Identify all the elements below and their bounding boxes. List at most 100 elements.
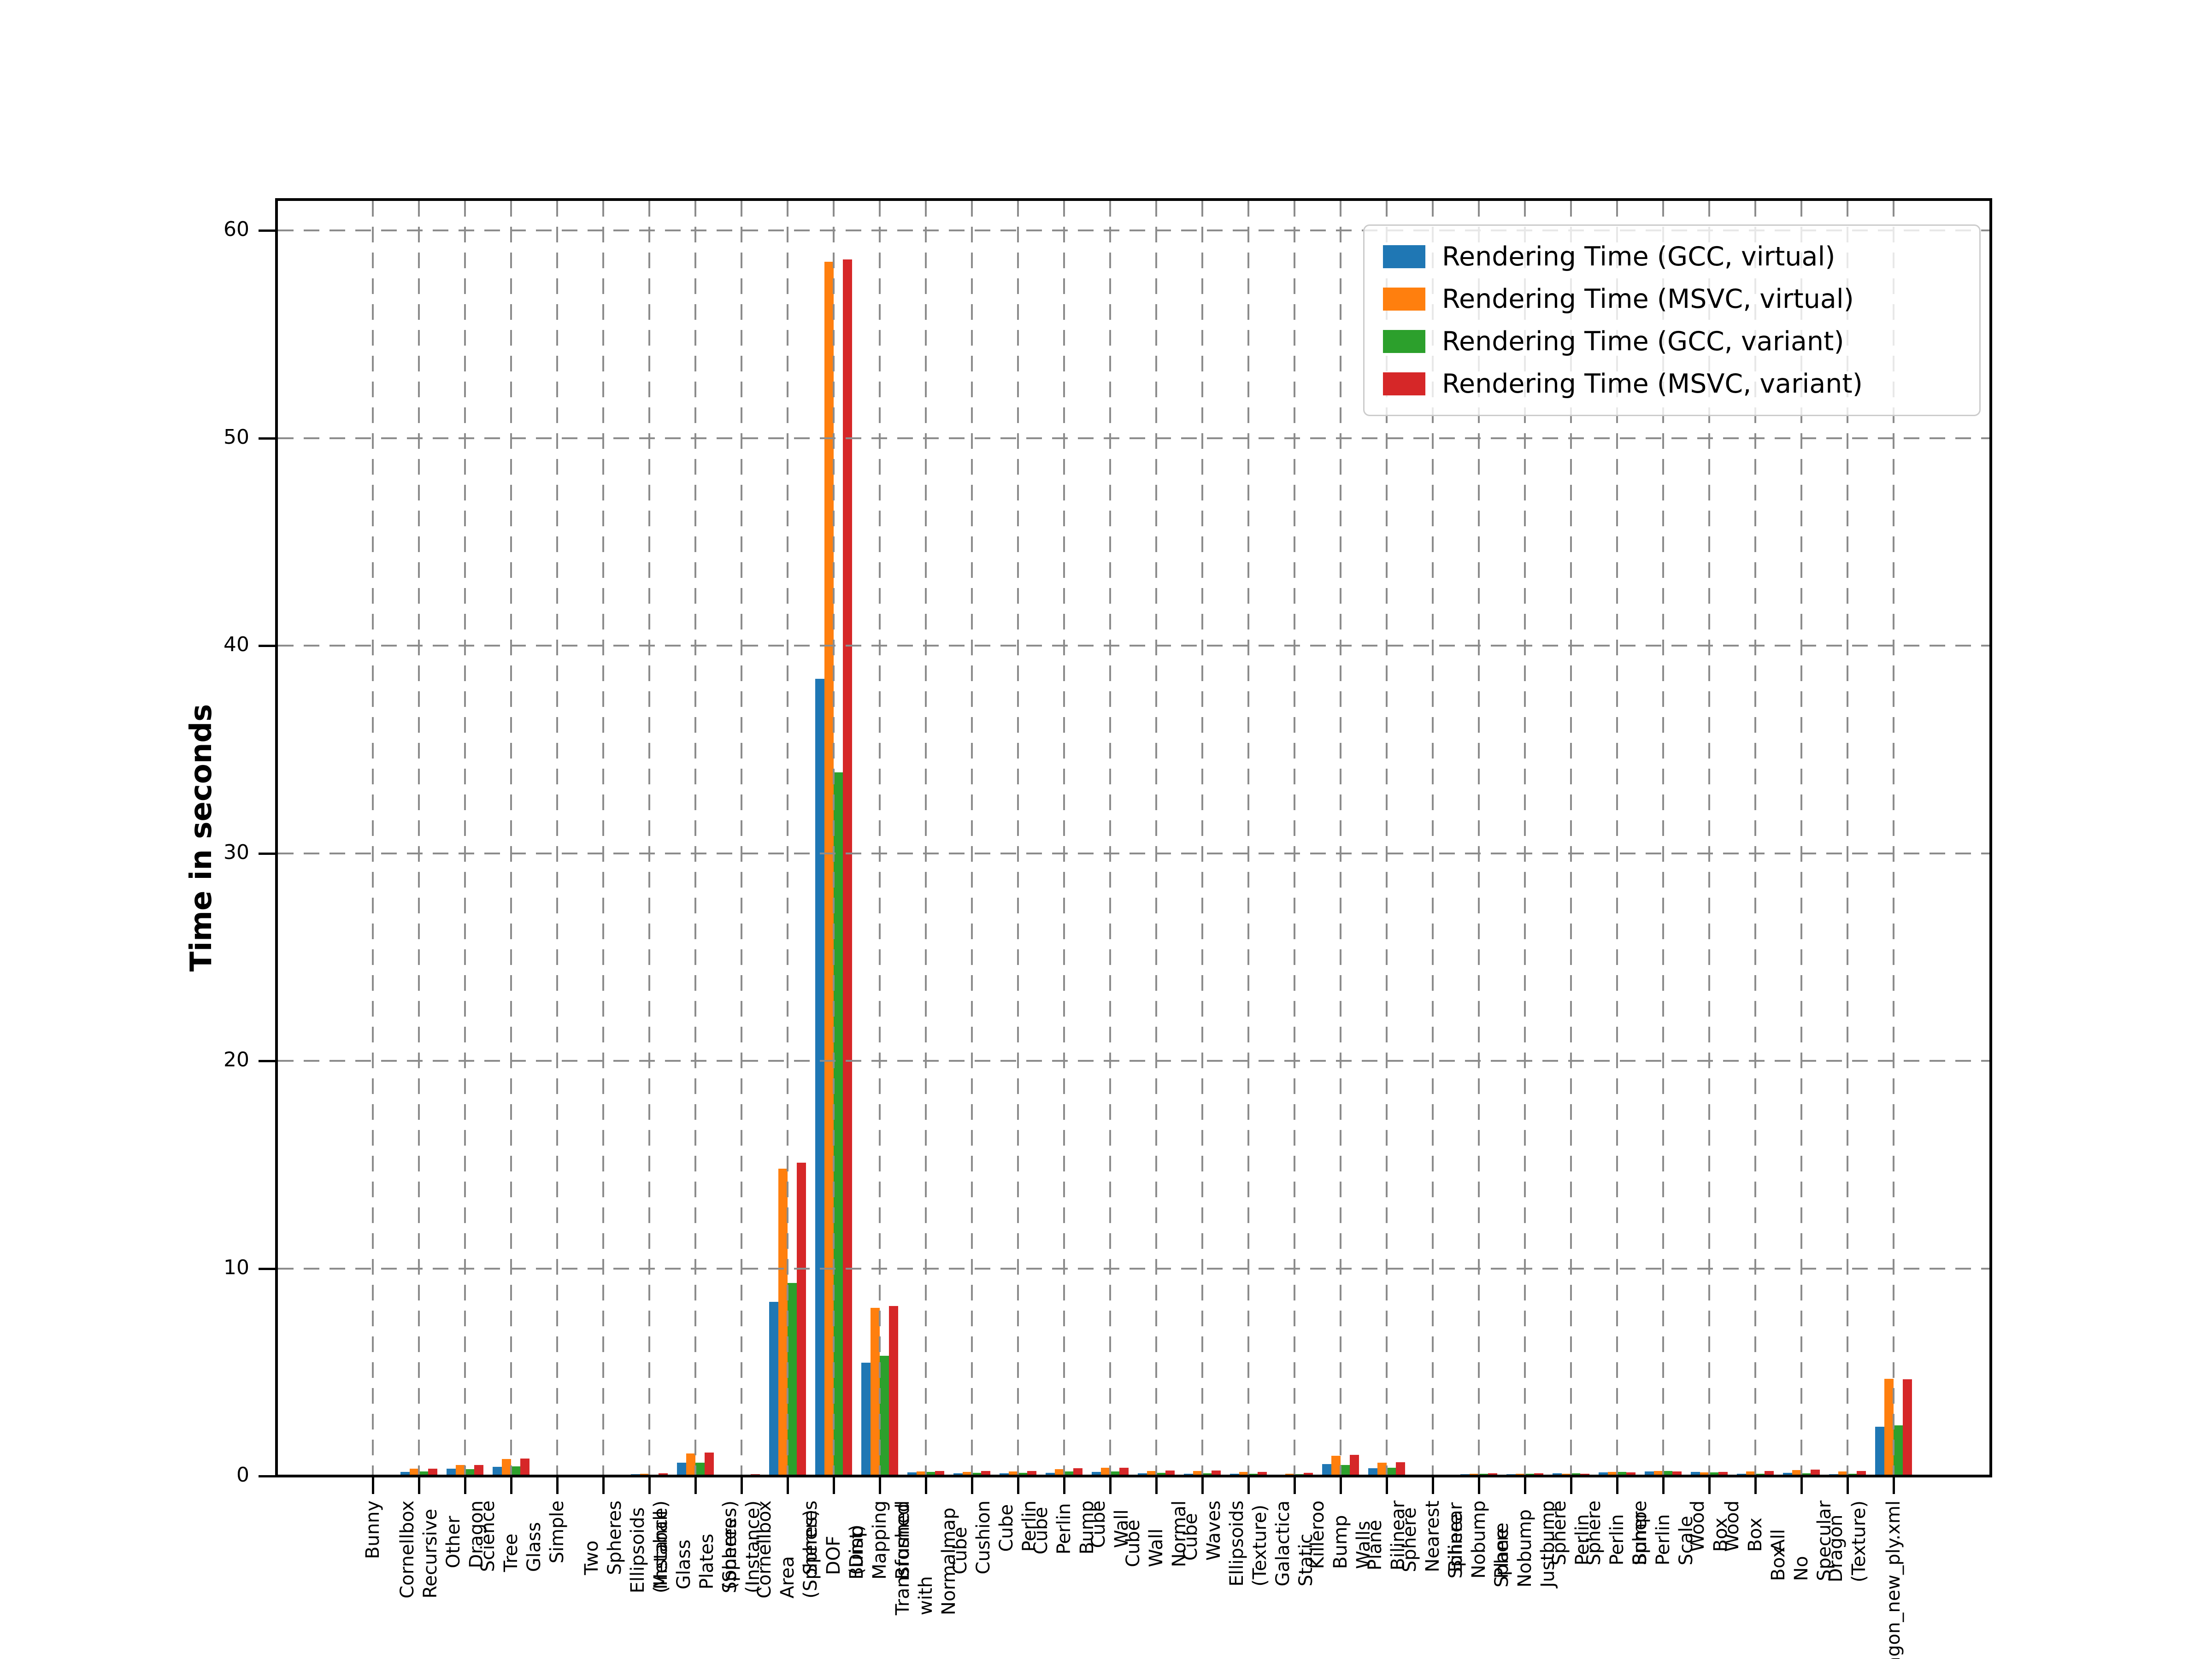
bar: [1857, 1471, 1866, 1476]
x-tick-mark: [1063, 1477, 1065, 1494]
x-tick-mark: [556, 1477, 559, 1494]
legend-swatch-msvc-virtual: [1383, 288, 1425, 311]
x-tick-mark: [833, 1477, 835, 1494]
x-tick-mark: [1340, 1477, 1342, 1494]
legend-row: Rendering Time (GCC, virtual): [1383, 241, 1961, 272]
bar: [1322, 1464, 1331, 1476]
x-tick-mark: [925, 1477, 927, 1494]
y-tick-mark: [259, 853, 275, 855]
bar: [889, 1306, 898, 1476]
bar: [1055, 1469, 1064, 1476]
bar: [419, 1471, 428, 1476]
x-tick-mark: [1478, 1477, 1480, 1494]
bar: [907, 1472, 917, 1476]
gridline-vertical: [833, 201, 835, 1475]
legend-row: Rendering Time (MSVC, virtual): [1383, 284, 1961, 314]
legend-label-msvc-virtual: Rendering Time (MSVC, virtual): [1442, 284, 1854, 314]
spine-left: [275, 198, 278, 1477]
bar: [1811, 1470, 1820, 1476]
bar: [1746, 1471, 1755, 1476]
y-tick-mark: [259, 1060, 275, 1062]
bar: [1304, 1473, 1313, 1476]
x-tick-label: Cornellbox Recursive: [397, 1500, 441, 1599]
x-tick-label: Two Spheres: [581, 1500, 625, 1575]
legend-label-gcc-variant: Rendering Time (GCC, variant): [1442, 326, 1844, 357]
gridline-vertical: [648, 201, 650, 1475]
bar: [502, 1459, 511, 1476]
gridline-vertical: [1754, 201, 1756, 1475]
bar: [493, 1467, 502, 1476]
gridline-vertical: [556, 201, 558, 1475]
x-tick-mark: [1109, 1477, 1112, 1494]
bar: [797, 1163, 806, 1476]
legend-label-msvc-variant: Rendering Time (MSVC, variant): [1442, 369, 1863, 399]
x-tick-mark: [694, 1477, 697, 1494]
bar: [788, 1283, 797, 1476]
bar: [1387, 1468, 1396, 1476]
x-tick-mark: [787, 1477, 789, 1494]
bar: [1064, 1471, 1073, 1476]
x-tick-mark: [1754, 1477, 1757, 1494]
bar: [1884, 1379, 1894, 1476]
y-tick-mark: [259, 229, 275, 232]
bar: [1599, 1472, 1608, 1476]
bar: [1875, 1427, 1884, 1476]
y-tick-mark: [259, 1475, 275, 1477]
bar: [1027, 1471, 1036, 1476]
x-tick-mark: [510, 1477, 512, 1494]
bar: [769, 1302, 778, 1476]
bar: [926, 1472, 935, 1476]
x-tick-mark: [1201, 1477, 1204, 1494]
x-tick-mark: [1247, 1477, 1250, 1494]
x-tick-label: Cube Cushion: [950, 1500, 994, 1575]
gridline-vertical: [1386, 201, 1388, 1475]
gridline-vertical: [1524, 201, 1526, 1475]
bar: [1903, 1379, 1912, 1476]
x-tick-label: Dragon (Texture): [1825, 1500, 1870, 1583]
x-tick-mark: [971, 1477, 973, 1494]
gridline-vertical: [1616, 201, 1618, 1475]
bar: [1691, 1472, 1700, 1476]
legend-swatch-gcc-variant: [1383, 330, 1425, 353]
bar: [695, 1463, 705, 1476]
bar: [686, 1453, 695, 1476]
bar: [1368, 1468, 1377, 1476]
bar: [1092, 1472, 1101, 1476]
bar: [1350, 1455, 1359, 1476]
x-tick-mark: [1847, 1477, 1849, 1494]
bar: [815, 679, 824, 1476]
y-tick-label: 60: [224, 218, 249, 241]
x-tick-mark: [372, 1477, 374, 1494]
gridline-vertical: [1017, 201, 1019, 1475]
y-tick-mark: [259, 1268, 275, 1270]
x-tick-mark: [1570, 1477, 1572, 1494]
x-tick-label: Cube Waves: [1180, 1500, 1224, 1561]
bar: [1119, 1468, 1129, 1476]
bar: [1341, 1465, 1350, 1476]
bar: [1156, 1473, 1165, 1476]
bar: [843, 259, 852, 1476]
legend: Rendering Time (GCC, virtual) Rendering …: [1363, 224, 1981, 416]
gridline-vertical: [464, 201, 466, 1475]
spine-top: [275, 198, 1992, 201]
bar: [677, 1463, 686, 1476]
x-tick-mark: [741, 1477, 743, 1494]
gridline-vertical: [1662, 201, 1664, 1475]
gridline-vertical: [1109, 201, 1111, 1475]
x-tick-label: dragon_new_ply.xml: [1883, 1500, 1904, 1659]
x-tick-mark: [1616, 1477, 1618, 1494]
bar: [1377, 1463, 1387, 1476]
bar: [456, 1465, 465, 1476]
bar: [1783, 1473, 1792, 1476]
bar: [1617, 1472, 1626, 1476]
bar: [410, 1469, 419, 1476]
y-tick-label: 20: [224, 1048, 249, 1071]
legend-swatch-msvc-variant: [1383, 372, 1425, 395]
gridline-vertical: [1294, 201, 1295, 1475]
bar: [935, 1471, 944, 1476]
legend-row: Rendering Time (MSVC, variant): [1383, 369, 1961, 399]
x-tick-label: Bunny: [362, 1500, 383, 1559]
gridline-vertical: [1432, 201, 1434, 1475]
bar: [963, 1472, 972, 1476]
